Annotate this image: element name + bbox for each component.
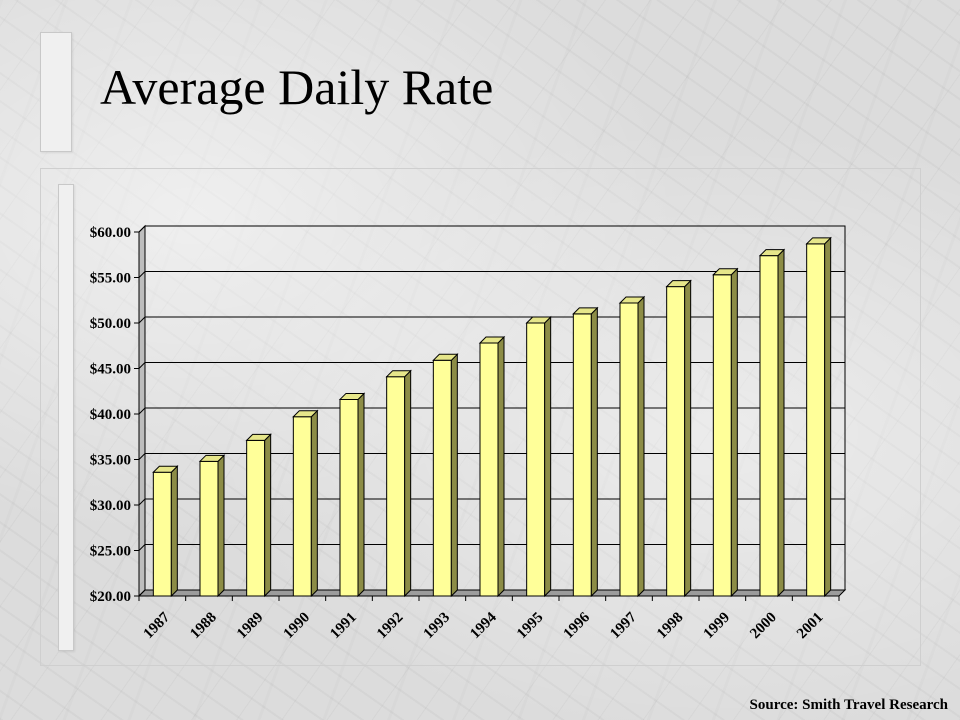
bar-side: [590, 306, 598, 598]
bar-top: [758, 249, 786, 257]
y-tick-label: $60.00: [90, 225, 131, 241]
y-tick-label: $45.00: [90, 362, 131, 378]
x-tick-label: 2000: [747, 610, 780, 643]
chart-accent-bar: [58, 184, 74, 651]
bar: [385, 369, 412, 598]
bar-side: [170, 465, 178, 598]
gridline-diag: [138, 271, 146, 278]
bar: [245, 433, 272, 598]
bar-front: [526, 322, 546, 597]
bar-top: [618, 296, 646, 304]
bar-front: [339, 398, 359, 597]
bar: [338, 392, 366, 598]
bar-side: [497, 335, 505, 598]
bar-top: [712, 268, 739, 276]
x-tick-label: 1989: [234, 610, 267, 643]
bar-side: [730, 267, 738, 598]
bar-top: [432, 353, 459, 361]
bar: [152, 465, 179, 598]
x-tick-label: 1999: [701, 610, 734, 643]
y-tick-label: $30.00: [90, 498, 131, 514]
bar-front: [479, 342, 499, 597]
bar: [292, 409, 319, 598]
x-tick-label: 2001: [794, 610, 827, 643]
bar-front: [759, 255, 779, 597]
bar-front: [292, 416, 312, 597]
bar: [618, 295, 646, 598]
bar-side: [450, 353, 458, 598]
y-tick-label: $50.00: [90, 316, 131, 332]
x-tick-label: 1987: [141, 609, 174, 642]
bar-top: [292, 410, 319, 418]
bar: [525, 315, 552, 598]
bar-front: [712, 274, 732, 597]
bar-top: [152, 465, 179, 473]
y-tick-label: $40.00: [90, 407, 131, 423]
bar-top: [385, 370, 412, 378]
bar-front: [152, 471, 172, 597]
bar-top: [665, 280, 692, 288]
gridline-diag: [138, 544, 146, 551]
bar: [665, 279, 692, 598]
bar: [198, 454, 226, 598]
bar-top: [805, 237, 832, 245]
x-tick-label: 1996: [561, 609, 594, 642]
bar-front: [619, 302, 639, 597]
bar-side: [824, 236, 832, 598]
bar-front: [572, 313, 592, 597]
x-tick-label: 1994: [467, 609, 500, 642]
bar-front: [246, 439, 266, 597]
source-note: Source: Smith Travel Research: [749, 697, 948, 713]
bar-side: [684, 279, 692, 598]
gridline-diag: [138, 316, 146, 324]
page-title: Average Daily Rate: [100, 59, 494, 115]
gridline-diag: [138, 498, 146, 506]
x-tick-label: 1997: [607, 609, 640, 642]
bar: [478, 335, 506, 598]
gridline-diag: [138, 589, 146, 597]
bar: [805, 236, 832, 598]
bar: [712, 267, 739, 598]
bar-top: [338, 392, 366, 400]
bar-side: [310, 409, 318, 598]
chart-frame: [40, 168, 921, 666]
gridline-diag: [138, 362, 146, 369]
bar-side: [404, 369, 412, 598]
bar-side: [217, 454, 225, 598]
bar-front: [432, 359, 452, 597]
bar-side: [637, 295, 645, 598]
y-tick-label: $35.00: [90, 453, 131, 469]
bar-front: [386, 376, 406, 597]
y-tick-label: $20.00: [90, 589, 131, 605]
bar-side: [357, 392, 365, 598]
bar: [572, 306, 599, 598]
gridline-diag: [138, 225, 146, 233]
bar-side: [264, 433, 272, 598]
gridline-diag: [138, 453, 146, 460]
bar-top: [245, 433, 272, 441]
bar-top: [478, 336, 506, 344]
gridline-diag: [138, 407, 146, 415]
bar: [758, 248, 786, 598]
x-tick-label: 1992: [374, 610, 407, 643]
x-tick-label: 1995: [514, 610, 547, 643]
x-tick-label: 1993: [421, 610, 454, 643]
bar-front: [199, 460, 219, 597]
x-tick-label: 1988: [187, 610, 220, 643]
x-tick-label: 1990: [281, 610, 314, 643]
y-tick-label: $55.00: [90, 271, 131, 287]
bar-side: [544, 315, 552, 598]
x-tick-label: 1998: [654, 610, 687, 643]
title-accent-bar: [40, 32, 72, 152]
bar-front: [806, 243, 826, 597]
y-tick-label: $25.00: [90, 544, 131, 560]
bar-front: [666, 286, 686, 597]
bar-side: [777, 248, 785, 598]
bar-top: [198, 454, 226, 462]
bar-top: [525, 316, 552, 324]
bar: [432, 353, 459, 598]
x-tick-label: 1991: [327, 610, 360, 643]
bar-top: [572, 307, 599, 315]
